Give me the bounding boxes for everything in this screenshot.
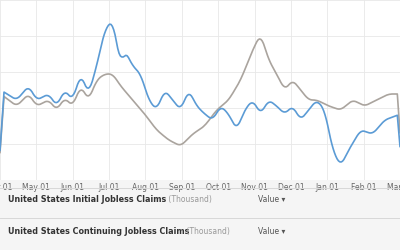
Text: United States Continuing Jobless Claims: United States Continuing Jobless Claims	[8, 227, 189, 236]
Text: (Thousand): (Thousand)	[166, 195, 212, 204]
Text: Value ▾: Value ▾	[258, 195, 285, 204]
Text: (Thousand): (Thousand)	[184, 227, 230, 236]
Text: Value ▾: Value ▾	[258, 227, 285, 236]
Text: United States Initial Jobless Claims: United States Initial Jobless Claims	[8, 195, 166, 204]
